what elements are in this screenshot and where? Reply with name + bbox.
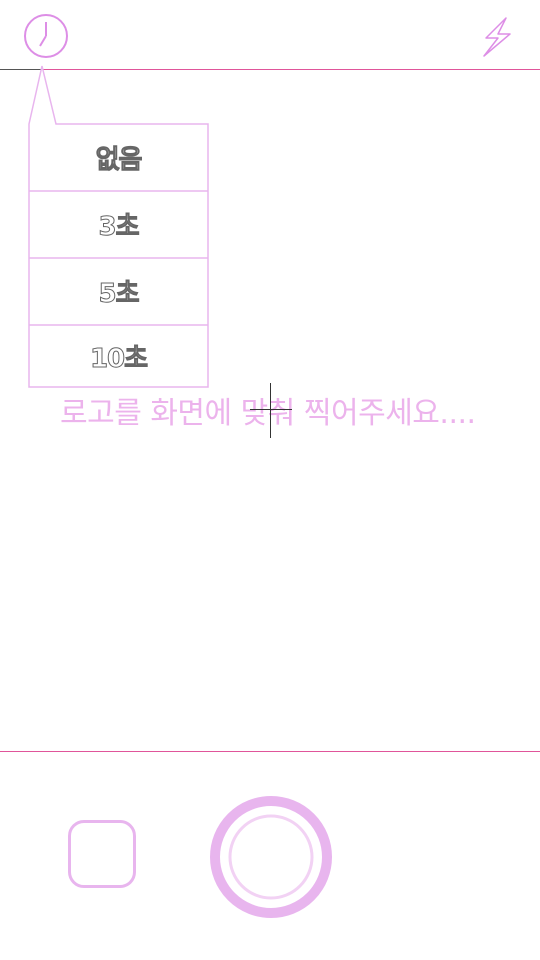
- shutter-button[interactable]: [208, 794, 334, 920]
- lightning-icon: [483, 17, 511, 57]
- shutter-icon: [210, 796, 332, 918]
- gallery-button[interactable]: [68, 820, 136, 888]
- timer-menu: 없음 3초 5초 10초: [29, 124, 208, 387]
- bottom-divider: [0, 751, 540, 752]
- timer-option-5s[interactable]: 5초: [98, 279, 140, 310]
- timer-button[interactable]: [23, 13, 69, 59]
- capture-hint: 로고를 화면에 맞춰 찍어주세요....: [60, 396, 476, 431]
- top-divider: [0, 69, 540, 70]
- timer-option-10s[interactable]: 10초: [89, 343, 148, 374]
- clock-icon: [24, 14, 68, 58]
- focus-crosshair-vertical: [270, 383, 271, 438]
- top-divider-dark-segment: [0, 69, 42, 70]
- timer-option-none[interactable]: 없음: [95, 145, 143, 176]
- focus-crosshair-horizontal: [250, 409, 292, 410]
- flash-button[interactable]: [476, 14, 516, 60]
- timer-option-3s[interactable]: 3초: [98, 212, 140, 243]
